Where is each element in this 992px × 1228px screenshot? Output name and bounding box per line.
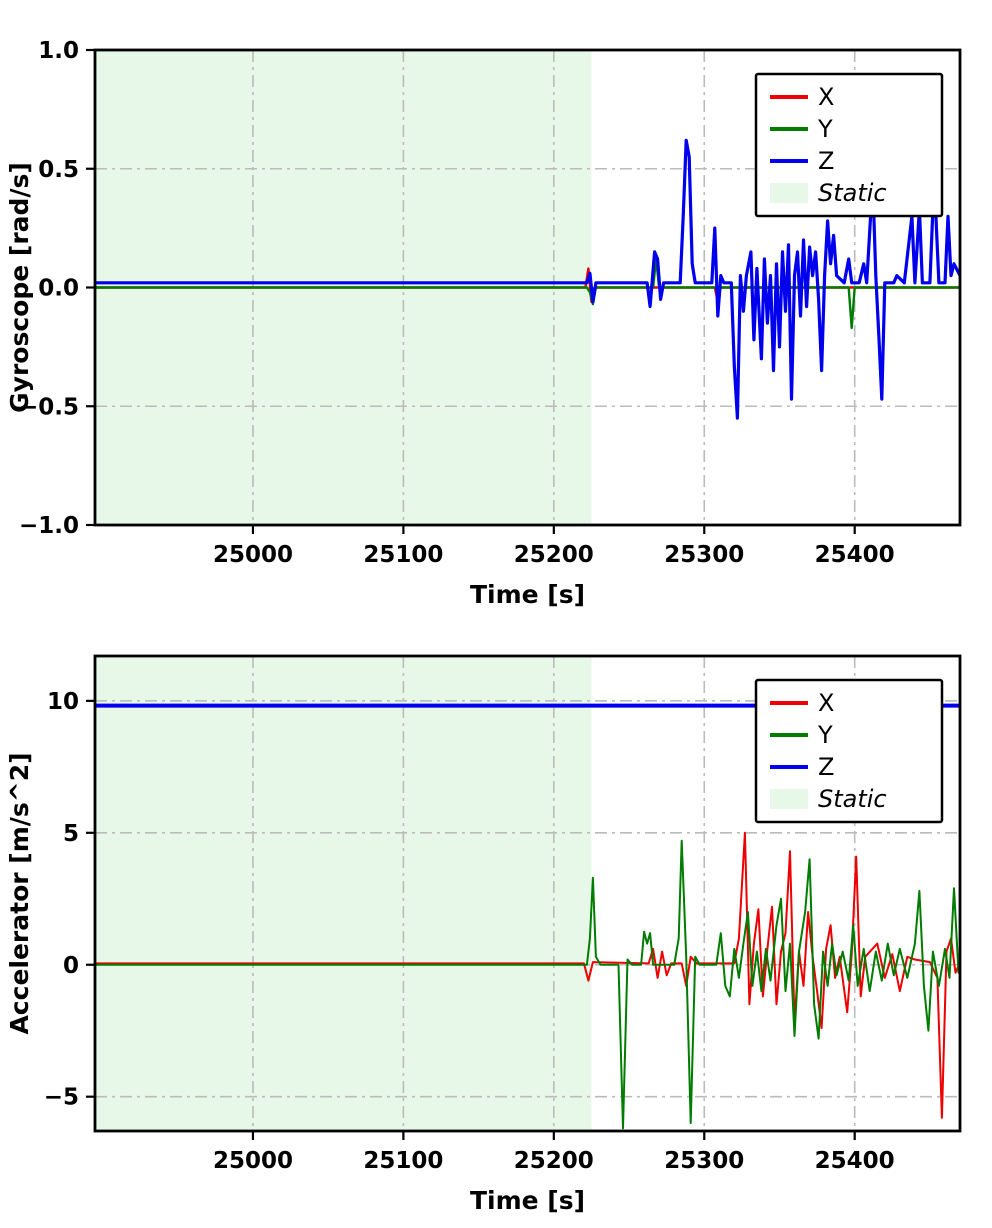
accelerator-chart: 25000 25100 25200 25300 25400 −5 0 5 10 Time [s] A…	[5, 654, 962, 1215]
x-axis-label: Time [s]	[470, 580, 585, 609]
legend-entry-label: Z	[818, 147, 834, 175]
static-region	[95, 656, 592, 1131]
y-tick-label: 5	[63, 821, 79, 847]
x-tick-label: 25200	[514, 1148, 594, 1174]
legend: XYZ Static	[754, 678, 944, 824]
y-tick-label: 0	[63, 953, 79, 979]
y-tick-label: −0.5	[19, 394, 79, 420]
x-tick-label: 25300	[664, 1148, 744, 1174]
y-tick-label: −5	[44, 1085, 79, 1111]
y-tick-label: 1.0	[38, 38, 79, 64]
y-axis-label: Accelerator [m/s^2]	[5, 752, 34, 1034]
x-tick-label: 25300	[664, 542, 744, 568]
x-tick-label: 25000	[213, 1148, 293, 1174]
gyroscope-chart: 25000 25100 25200 25300 25400 −1.0 −0.5 0.0 0.5 1…	[5, 38, 962, 609]
legend-entry-label: Z	[818, 753, 834, 781]
x-axis-label: Time [s]	[470, 1186, 585, 1215]
legend-patch-sample	[770, 183, 808, 203]
legend-entry-label: Static	[818, 179, 887, 207]
legend-box	[754, 678, 944, 824]
y-tick-label: 0.0	[38, 276, 79, 302]
y-tick-label: 0.5	[38, 157, 79, 183]
y-tick-label: −1.0	[19, 513, 79, 539]
legend-patch-sample	[770, 789, 808, 809]
x-tick-label: 25100	[363, 542, 443, 568]
y-axis-label: Gyroscope [rad/s]	[5, 162, 34, 413]
x-tick-label: 25400	[815, 542, 895, 568]
legend: XYZ Static	[754, 72, 944, 218]
x-tick-label: 25100	[363, 1148, 443, 1174]
x-tick-label: 25000	[213, 542, 293, 568]
y-tick-label: 10	[47, 689, 79, 715]
legend-entry-label: X	[818, 83, 834, 111]
legend-box	[754, 72, 944, 218]
legend-entry-label: Static	[818, 785, 887, 813]
series-line-y	[95, 257, 960, 330]
plot-border	[93, 654, 962, 1133]
series-line-y	[95, 839, 960, 1130]
legend-entry-label: Y	[817, 721, 833, 749]
series-line-z	[95, 138, 960, 420]
x-tick-label: 25400	[815, 1148, 895, 1174]
legend-entry-label: Y	[817, 115, 833, 143]
legend-entry-label: X	[818, 689, 834, 717]
x-tick-label: 25200	[514, 542, 594, 568]
